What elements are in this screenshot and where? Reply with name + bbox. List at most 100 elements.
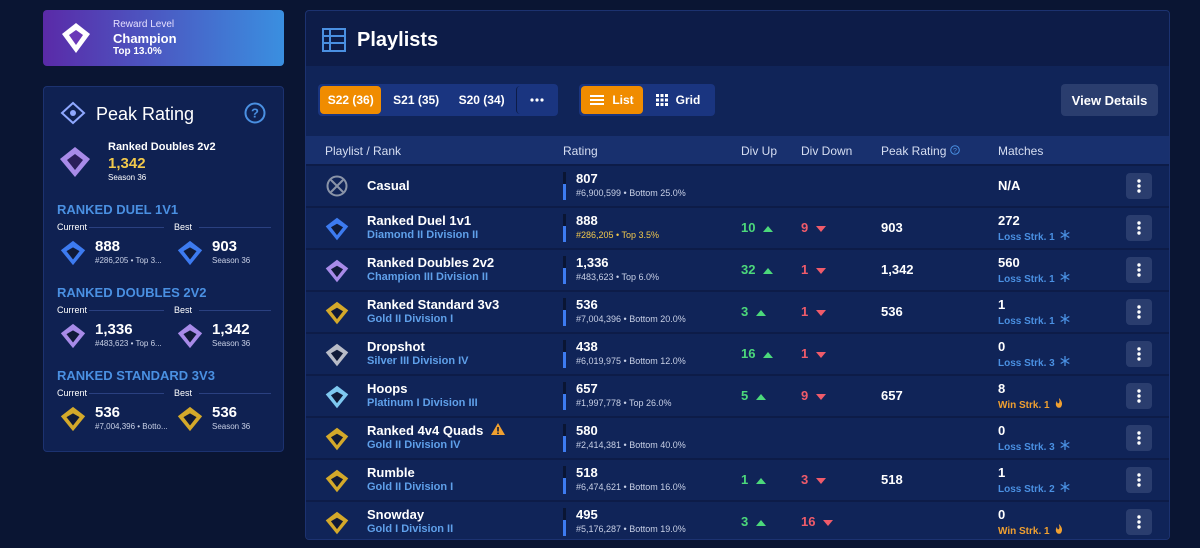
matches: 0 <box>998 339 1006 354</box>
matches: 1 <box>998 465 1006 480</box>
div-down: 3 <box>801 472 826 487</box>
help-button[interactable]: ? <box>244 102 266 124</box>
rating: 536 <box>95 404 121 421</box>
peak-rating: 1,342 <box>108 155 146 172</box>
div-down: 1 <box>801 262 826 277</box>
row-menu-button[interactable] <box>1126 173 1152 199</box>
view-details-button[interactable]: View Details <box>1061 84 1158 116</box>
rank-name: Gold I Division II <box>367 523 454 535</box>
div-up: 10 <box>741 220 774 235</box>
season-tab[interactable]: S20 (34) <box>458 93 505 107</box>
peak-rating: 1,342 <box>881 262 914 277</box>
rating: 495 <box>576 507 598 522</box>
row-menu-button[interactable] <box>1126 509 1152 535</box>
div-down: 1 <box>801 346 826 361</box>
rank-emblem <box>324 342 350 373</box>
peak-panel: Peak Rating ? Ranked Doubles 2v2 1,342 S… <box>43 86 284 452</box>
rating-detail: Season 36 <box>212 339 251 348</box>
row-menu-button[interactable] <box>1126 341 1152 367</box>
matches: 0 <box>998 507 1006 522</box>
rating-bar-fill <box>563 352 566 368</box>
rank-emblem <box>324 300 350 331</box>
rank-info: #6,900,599 • Bottom 25.0% <box>576 188 686 198</box>
playlist-name: Ranked Standard 3v3 <box>367 297 500 312</box>
rank-name: Champion III Division II <box>367 271 489 283</box>
rank-emblem <box>176 322 204 355</box>
matches: 272 <box>998 213 1020 228</box>
svg-text:?: ? <box>953 148 957 155</box>
streak: Win Strk. 1 <box>998 398 1063 411</box>
divider <box>199 393 271 394</box>
column-header: Div Down <box>801 144 853 158</box>
rating-bar-fill <box>563 394 566 410</box>
current-label: Current <box>57 388 88 398</box>
season-tabs: S22 (36) S21 (35) S20 (34) <box>318 84 558 116</box>
div-up: 32 <box>741 262 774 277</box>
rating-detail: #483,623 • Top 6... <box>95 339 162 348</box>
rating: 1,336 <box>95 321 133 338</box>
rank-emblem <box>324 216 350 247</box>
view-label: List <box>612 93 634 107</box>
row-menu-button[interactable] <box>1126 383 1152 409</box>
playlist-name: Snowday <box>367 507 425 522</box>
playlist-row: Ranked 4v4 Quads Gold II Division IV 580 #… <box>306 418 1169 458</box>
peak-rating: 518 <box>881 472 903 487</box>
div-up: 16 <box>741 346 774 361</box>
row-menu-button[interactable] <box>1126 299 1152 325</box>
rank-info: #5,176,287 • Bottom 19.0% <box>576 524 686 534</box>
peak-rating: 536 <box>881 304 903 319</box>
rank-name: Silver III Division IV <box>367 355 469 367</box>
rank-emblem <box>59 239 87 272</box>
warning-icon <box>483 423 505 438</box>
playlist-table: Playlist / Rank Rating Div Up Div Down Peak … <box>306 136 1169 539</box>
playlist-row: Snowday Gold I Division II 495 #5,176,287 •… <box>306 502 1169 539</box>
row-menu-button[interactable] <box>1126 467 1152 493</box>
divider <box>89 393 164 394</box>
view-option[interactable]: Grid <box>647 86 709 114</box>
info-icon[interactable]: ? <box>946 144 960 158</box>
streak: Loss Strk. 1 <box>998 272 1071 285</box>
rating-detail: #286,205 • Top 3... <box>95 256 162 265</box>
current-label: Current <box>57 305 88 315</box>
casual-icon <box>326 175 348 202</box>
div-down: 9 <box>801 220 826 235</box>
rank-info: #286,205 • Top 3.5% <box>576 230 660 240</box>
playlist-name: Ranked Duel 1v1 <box>367 213 472 228</box>
rating: 888 <box>576 213 598 228</box>
playlists-panel: Playlists S22 (36) S21 (35) S20 (34) List G… <box>305 10 1170 540</box>
peak-rating: 903 <box>881 220 903 235</box>
view-toggle: List Grid <box>579 84 715 116</box>
streak: Loss Strk. 3 <box>998 440 1071 453</box>
rank-name: Gold II Division I <box>367 481 454 493</box>
column-header: Peak Rating ? <box>881 144 960 158</box>
rank-info: #2,414,381 • Bottom 40.0% <box>576 440 686 450</box>
view-option[interactable]: List <box>581 86 643 114</box>
playlist-name: Rumble <box>367 465 415 480</box>
streak: Loss Strk. 1 <box>998 314 1071 327</box>
season-tab[interactable]: S21 (35) <box>393 93 440 107</box>
row-menu-button[interactable] <box>1126 257 1152 283</box>
playlists-icon <box>322 28 346 52</box>
rank-emblem <box>324 384 350 415</box>
row-menu-button[interactable] <box>1126 215 1152 241</box>
rank-emblem <box>59 322 87 355</box>
rating: 518 <box>576 465 598 480</box>
svg-text:?: ? <box>251 106 259 121</box>
more-button[interactable] <box>516 86 556 114</box>
div-up: 1 <box>741 472 766 487</box>
toolbar: S22 (36) S21 (35) S20 (34) List Grid View D… <box>306 66 1169 136</box>
playlist-row: Rumble Gold II Division I 518 #6,474,621 • … <box>306 460 1169 500</box>
peak-icon <box>60 101 86 125</box>
rank-info: #6,474,621 • Bottom 16.0% <box>576 482 686 492</box>
playlist-row: Hoops Platinum I Division III 657 #1,997,77… <box>306 376 1169 416</box>
current-label: Current <box>57 222 88 232</box>
rank-info: #7,004,396 • Bottom 20.0% <box>576 314 686 324</box>
divider <box>199 310 271 311</box>
row-menu-button[interactable] <box>1126 425 1152 451</box>
reward-label: Reward Level <box>113 19 175 30</box>
best-label: Best <box>174 388 193 398</box>
playlist-row: Ranked Doubles 2v2 Champion III Division … <box>306 250 1169 290</box>
rank-emblem <box>324 258 350 289</box>
season-tab[interactable]: S22 (36) <box>320 86 382 114</box>
div-down: 16 <box>801 514 834 529</box>
